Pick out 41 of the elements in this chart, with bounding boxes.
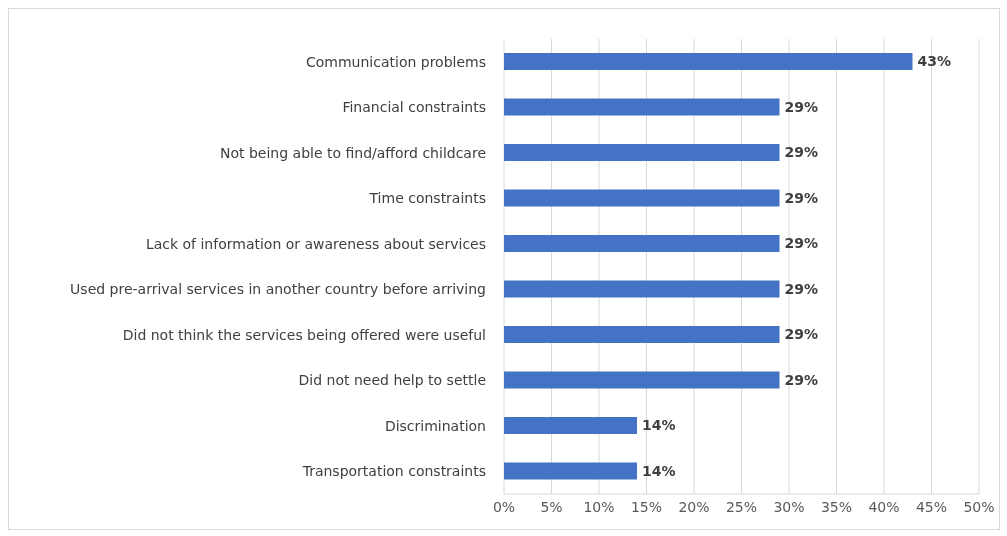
x-tick-label: 10% (583, 498, 615, 515)
bar (504, 371, 780, 389)
data-label: 29% (784, 235, 819, 252)
data-label: 29% (784, 280, 819, 297)
bar (504, 280, 780, 298)
x-tick-label: 25% (725, 498, 758, 515)
x-tick-label: 40% (868, 498, 900, 515)
x-tick-label: 15% (630, 498, 663, 515)
x-tick-label: 35% (820, 498, 853, 515)
data-label: 29% (784, 326, 819, 343)
bar (504, 235, 780, 252)
y-tick-label: Not being able to find/afford childcare (219, 144, 486, 161)
y-tick-label: Did not think the services being offered were useful (122, 326, 486, 343)
bar (504, 144, 780, 161)
y-tick-label: Transportation constraints (301, 463, 486, 480)
x-tick-label: 0% (492, 498, 516, 515)
y-tick-label: Did not need help to settle (298, 372, 486, 389)
y-tick-label: Discrimination (384, 417, 486, 434)
x-tick-label: 5% (540, 498, 563, 515)
y-tick-label: Communication problems (305, 53, 486, 70)
bar (504, 462, 637, 480)
y-tick-label: Used pre-arrival services in another country before arriving (70, 281, 486, 298)
data-label: 29% (784, 371, 819, 388)
data-label: 14% (642, 462, 676, 479)
x-tick-label: 50% (963, 498, 995, 515)
data-label: 29% (784, 98, 819, 115)
data-label: 29% (784, 144, 819, 161)
data-label: 29% (784, 189, 819, 206)
data-label: 43% (917, 53, 952, 70)
bar (504, 189, 780, 207)
x-tick-label: 30% (773, 498, 805, 515)
x-tick-label: 45% (915, 498, 948, 515)
data-label: 14% (642, 417, 676, 434)
bar (504, 417, 637, 434)
bar (504, 53, 913, 70)
x-tick-label: 20% (678, 498, 710, 515)
y-tick-label: Lack of information or awareness about services (145, 235, 486, 252)
bar (504, 326, 780, 343)
y-tick-label: Financial constraints (342, 99, 486, 116)
bar (504, 98, 780, 116)
y-tick-label: Time constraints (368, 190, 486, 207)
